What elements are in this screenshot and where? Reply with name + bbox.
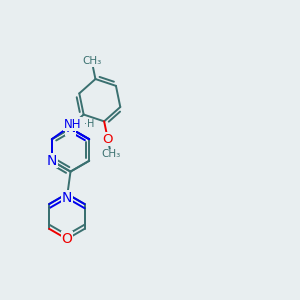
Text: ·H: ·H: [84, 118, 94, 129]
Text: O: O: [103, 133, 113, 146]
Text: N: N: [62, 191, 72, 205]
Text: CH₃: CH₃: [101, 149, 121, 159]
Text: O: O: [61, 232, 72, 246]
Text: CH₃: CH₃: [82, 56, 101, 66]
Text: N: N: [65, 122, 76, 135]
Text: NH: NH: [64, 118, 82, 131]
Text: N: N: [46, 154, 57, 168]
